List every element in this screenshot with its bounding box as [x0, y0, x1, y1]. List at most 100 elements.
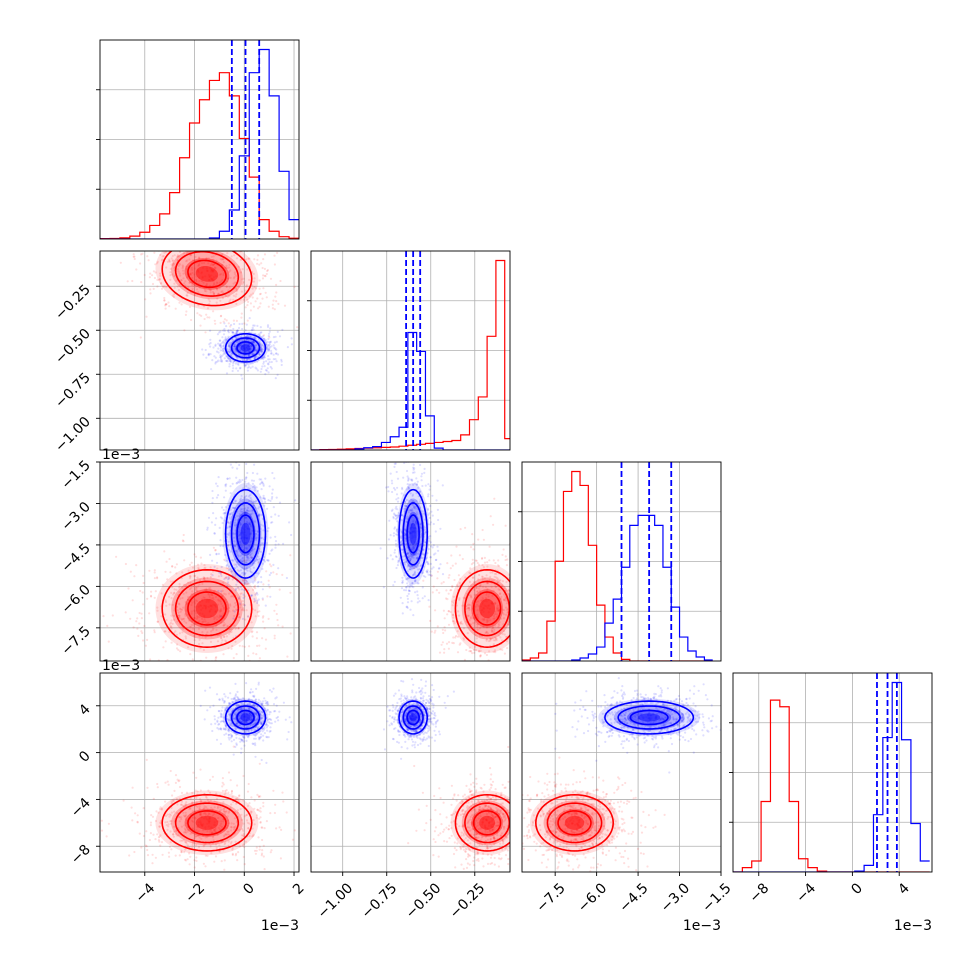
- scatter-point: [502, 548, 505, 551]
- scatter-point: [184, 859, 188, 862]
- scatter-point: [262, 362, 265, 365]
- scatter-point: [223, 592, 226, 595]
- scatter-point: [231, 853, 234, 857]
- scatter-point: [170, 625, 173, 628]
- scatter-point: [410, 532, 414, 535]
- scatter-point: [156, 667, 158, 669]
- scatter-point: [246, 506, 250, 509]
- scatter-point: [100, 829, 104, 832]
- scatter-point: [206, 316, 209, 319]
- scatter-point: [470, 584, 473, 587]
- scatter-point: [250, 329, 253, 332]
- scatter-point: [401, 602, 404, 605]
- scatter-point: [186, 844, 189, 847]
- scatter-point: [251, 336, 255, 339]
- scatter-point: [205, 284, 208, 287]
- scatter-point: [500, 584, 503, 587]
- scatter-point: [182, 804, 185, 807]
- scatter-point: [217, 359, 220, 362]
- scatter-point: [253, 489, 256, 492]
- scatter-point: [267, 617, 270, 621]
- scatter-point: [260, 576, 263, 579]
- scatter-point: [242, 280, 245, 283]
- scatter-point: [220, 822, 223, 825]
- scatter-point: [396, 508, 399, 511]
- scatter-point: [290, 533, 293, 537]
- scatter-point: [439, 527, 442, 530]
- scatter-point: [193, 622, 196, 625]
- scatter-point: [163, 299, 166, 302]
- scatter-point: [233, 563, 236, 566]
- scatter-point: [210, 521, 213, 524]
- scatter-point: [239, 554, 242, 557]
- scatter-point: [245, 520, 249, 524]
- scatter-point: [231, 574, 234, 577]
- scatter-point: [274, 347, 277, 350]
- scatter-point: [220, 246, 222, 248]
- scatter-point: [488, 650, 491, 653]
- scatter-point: [275, 300, 278, 303]
- scatter-point: [480, 609, 483, 612]
- scatter-point: [434, 629, 437, 632]
- scatter-point: [212, 276, 215, 279]
- scatter-point: [210, 592, 213, 596]
- scatter-point: [426, 570, 429, 573]
- density-fill: [406, 511, 421, 556]
- scatter-point: [228, 606, 231, 609]
- scatter-point: [194, 666, 196, 668]
- scatter-point: [211, 259, 214, 262]
- scatter-point: [218, 615, 222, 618]
- scatter-point: [476, 616, 479, 619]
- scatter-point: [497, 626, 500, 629]
- scatter-point: [392, 584, 395, 587]
- scatter-point: [193, 859, 196, 862]
- scatter-point: [178, 251, 182, 254]
- scatter-point: [204, 836, 207, 839]
- scatter-point: [255, 653, 258, 656]
- scatter-point: [580, 626, 582, 628]
- scatter-point: [189, 797, 192, 800]
- scatter-point: [262, 558, 265, 562]
- scatter-point: [210, 278, 213, 281]
- scatter-point: [255, 445, 257, 447]
- scatter-point: [467, 614, 470, 618]
- scatter-point: [407, 589, 410, 592]
- scatter-point: [229, 508, 232, 511]
- scatter-point: [190, 593, 193, 596]
- scatter-point: [456, 630, 459, 633]
- scatter-point: [205, 313, 208, 316]
- scatter-point: [493, 649, 497, 652]
- scatter-point: [420, 564, 423, 567]
- scatter-point: [179, 597, 182, 600]
- scatter-point: [444, 629, 447, 632]
- scatter-point: [235, 331, 238, 334]
- scatter-point: [245, 568, 248, 571]
- scatter-point: [492, 639, 495, 642]
- scatter-point: [172, 262, 175, 266]
- scatter-point: [473, 580, 476, 583]
- scatter-point: [399, 596, 402, 599]
- scatter-point: [176, 609, 179, 612]
- scatter-point: [133, 255, 136, 258]
- scatter-point: [436, 479, 439, 482]
- scatter-point: [215, 693, 219, 696]
- scatter-point: [513, 598, 515, 600]
- scatter-point: [501, 648, 504, 652]
- scatter-point: [425, 570, 428, 573]
- scatter-point: [243, 362, 246, 365]
- scatter-point: [246, 522, 249, 525]
- scatter-point: [476, 561, 479, 565]
- scatter-point: [181, 608, 184, 611]
- scatter-point: [266, 324, 270, 327]
- scatter-point: [240, 542, 243, 545]
- scatter-point: [217, 292, 220, 295]
- scatter-point: [239, 569, 243, 572]
- scatter-point: [264, 647, 267, 650]
- scatter-point: [426, 561, 429, 564]
- scatter-point: [494, 624, 497, 627]
- scatter-point: [168, 630, 171, 634]
- scatter-point: [247, 345, 250, 348]
- scatter-point: [193, 816, 196, 819]
- scatter-point: [487, 640, 490, 643]
- scatter-point: [221, 263, 224, 267]
